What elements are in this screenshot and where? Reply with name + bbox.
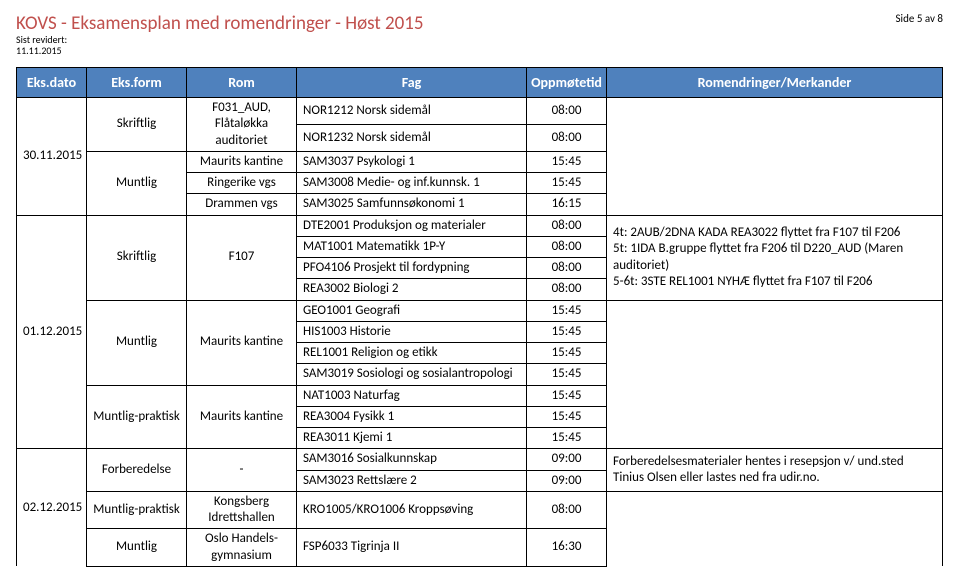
cell-fag: NAT1003 Naturfag <box>297 385 527 406</box>
col-fag: Fag <box>297 68 527 98</box>
cell-note <box>607 491 943 566</box>
cell-form: Skriftlig <box>87 98 187 152</box>
cell-fag: REA3011 Kjemi 1 <box>297 428 527 449</box>
cell-time: 08:00 <box>527 491 607 529</box>
col-notes: Romendringer/Merkander <box>607 68 943 98</box>
cell-fag: PFO4106 Prosjekt til fordypning <box>297 258 527 279</box>
cell-time: 08:00 <box>527 98 607 125</box>
cell-note: Forberedelsesmaterialer hentes i resepsj… <box>607 449 943 492</box>
table-row: 01.12.2015 Skriftlig F107 DTE2001 Produk… <box>17 215 943 236</box>
cell-fag: SAM3037 Psykologi 1 <box>297 151 527 172</box>
cell-time: 16:15 <box>527 194 607 215</box>
cell-time: 15:45 <box>527 300 607 321</box>
page-number: Side 5 av 8 <box>896 12 944 25</box>
cell-time: 15:45 <box>527 151 607 172</box>
cell-fag: KRO1005/KRO1006 Kroppsøving <box>297 491 527 529</box>
cell-date: 02.12.2015 <box>17 449 87 567</box>
cell-fag: SAM3023 Rettslære 2 <box>297 470 527 491</box>
doc-title: KOVS - Eksamensplan med romendringer - H… <box>16 12 424 35</box>
cell-fag: SAM3019 Sosiologi og sosialantropologi <box>297 364 527 385</box>
cell-fag: NOR1212 Norsk sidemål <box>297 98 527 125</box>
cell-room: Maurits kantine <box>187 300 297 385</box>
cell-time: 08:00 <box>527 279 607 300</box>
cell-fag: SAM3008 Medie- og inf.kunnsk. 1 <box>297 173 527 194</box>
table-row: 02.12.2015 Forberedelse - SAM3016 Sosial… <box>17 449 943 470</box>
table-row: Muntlig Maurits kantine GEO1001 Geografi… <box>17 300 943 321</box>
cell-note <box>607 98 943 216</box>
cell-time: 08:00 <box>527 124 607 151</box>
cell-time: 15:45 <box>527 173 607 194</box>
cell-time: 15:45 <box>527 385 607 406</box>
col-form: Eks.form <box>87 68 187 98</box>
cell-form: Muntlig <box>87 151 187 215</box>
cell-room: Maurits kantine <box>187 151 297 172</box>
cell-form: Muntlig-praktisk <box>87 385 187 449</box>
exam-table: Eks.dato Eks.form Rom Fag Oppmøtetid Rom… <box>16 67 943 567</box>
cell-form: Muntlig <box>87 300 187 385</box>
cell-fag: NOR1232 Norsk sidemål <box>297 124 527 151</box>
revised-date: 11.11.2015 <box>16 44 424 57</box>
cell-fag: REL1001 Religion og etikk <box>297 343 527 364</box>
cell-room: Maurits kantine <box>187 385 297 449</box>
cell-note <box>607 300 943 449</box>
cell-time: 15:45 <box>527 406 607 427</box>
cell-form: Muntlig-praktisk <box>87 491 187 529</box>
cell-room: - <box>187 449 297 492</box>
cell-time: 08:00 <box>527 236 607 257</box>
cell-time: 09:00 <box>527 449 607 470</box>
cell-time: 09:00 <box>527 470 607 491</box>
cell-fag: DTE2001 Produksjon og materialer <box>297 215 527 236</box>
cell-fag: MAT1001 Matematikk 1P-Y <box>297 236 527 257</box>
cell-fag: GEO1001 Geografi <box>297 300 527 321</box>
cell-fag: SAM3025 Samfunnsøkonomi 1 <box>297 194 527 215</box>
cell-note: 4t: 2AUB/2DNA KADA REA3022 flyttet fra F… <box>607 215 943 300</box>
cell-time: 08:00 <box>527 258 607 279</box>
cell-time: 15:45 <box>527 428 607 449</box>
cell-fag: REA3004 Fysikk 1 <box>297 406 527 427</box>
cell-time: 08:00 <box>527 215 607 236</box>
cell-time: 15:45 <box>527 321 607 342</box>
cell-form: Skriftlig <box>87 215 187 300</box>
cell-room: Drammen vgs <box>187 194 297 215</box>
cell-date: 01.12.2015 <box>17 215 87 449</box>
cell-room: Kongsberg Idrettshallen <box>187 491 297 529</box>
table-row: Muntlig-praktisk Kongsberg Idrettshallen… <box>17 491 943 529</box>
col-date: Eks.dato <box>17 68 87 98</box>
col-time: Oppmøtetid <box>527 68 607 98</box>
cell-form: Forberedelse <box>87 449 187 492</box>
cell-date: 30.11.2015 <box>17 98 87 216</box>
cell-fag: REA3002 Biologi 2 <box>297 279 527 300</box>
cell-room: Ringerike vgs <box>187 173 297 194</box>
cell-time: 15:45 <box>527 364 607 385</box>
table-row: 30.11.2015 Skriftlig F031_AUD, Flåtaløkk… <box>17 98 943 125</box>
cell-fag: SAM3016 Sosialkunnskap <box>297 449 527 470</box>
cell-room: F107 <box>187 215 297 300</box>
col-room: Rom <box>187 68 297 98</box>
cell-room: F031_AUD, Flåtaløkka auditoriet <box>187 98 297 152</box>
cell-time: 15:45 <box>527 343 607 364</box>
cell-fag: HIS1003 Historie <box>297 321 527 342</box>
